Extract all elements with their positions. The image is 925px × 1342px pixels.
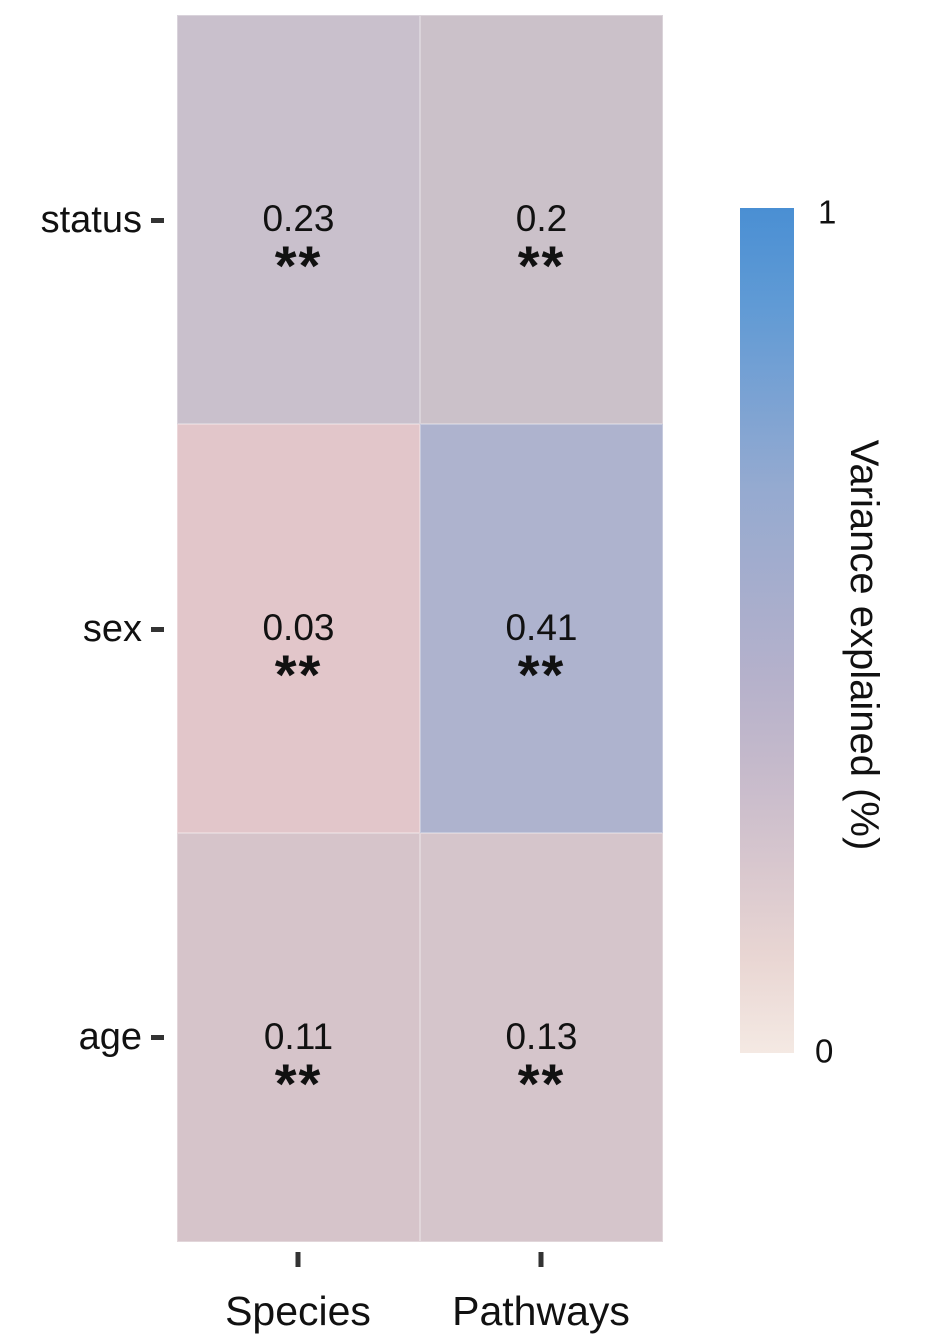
cell-content: 0.13 ** bbox=[505, 1016, 578, 1116]
heatmap-cell-status-species: 0.23 ** bbox=[177, 15, 420, 424]
heatmap-cell-status-pathways: 0.2 ** bbox=[420, 15, 663, 424]
legend-title: Variance explained (%) bbox=[842, 439, 886, 851]
cell-value: 0.41 bbox=[505, 607, 578, 649]
cell-significance: ** bbox=[274, 1052, 323, 1116]
cell-content: 0.2 ** bbox=[515, 198, 568, 298]
heatmap-cell-sex-pathways: 0.41 ** bbox=[420, 424, 663, 833]
y-axis-tick bbox=[151, 626, 164, 632]
cell-content: 0.03 ** bbox=[262, 607, 335, 707]
heatmap-panel: 0.23 ** 0.2 ** 0.03 ** 0.41 ** 0.11 bbox=[177, 15, 663, 1242]
cell-content: 0.41 ** bbox=[505, 607, 578, 707]
y-axis-item-status: status bbox=[0, 201, 164, 239]
cell-value: 0.13 bbox=[505, 1016, 578, 1058]
row-label-status: status bbox=[40, 199, 142, 241]
cell-value: 0.2 bbox=[515, 198, 568, 240]
cell-content: 0.11 ** bbox=[263, 1016, 334, 1116]
cell-value: 0.23 bbox=[262, 198, 335, 240]
heatmap-cell-age-pathways: 0.13 ** bbox=[420, 833, 663, 1242]
cell-value: 0.11 bbox=[263, 1016, 334, 1058]
cell-significance: ** bbox=[517, 1052, 566, 1116]
cell-significance: ** bbox=[517, 234, 566, 298]
x-axis-tick bbox=[295, 1252, 301, 1267]
y-axis-item-sex: sex bbox=[0, 610, 164, 648]
legend-gradient bbox=[740, 208, 794, 1053]
y-axis-item-age: age bbox=[0, 1018, 164, 1056]
column-label-pathways: Pathways bbox=[452, 1288, 630, 1334]
cell-significance: ** bbox=[517, 643, 566, 707]
heatmap-cell-age-species: 0.11 ** bbox=[177, 833, 420, 1242]
cell-significance: ** bbox=[274, 643, 323, 707]
y-axis-tick bbox=[151, 1034, 164, 1040]
cell-significance: ** bbox=[274, 234, 323, 298]
legend-min-label: 0 bbox=[815, 1032, 834, 1070]
cell-content: 0.23 ** bbox=[262, 198, 335, 298]
column-label-species: Species bbox=[225, 1288, 371, 1334]
row-label-age: age bbox=[78, 1016, 142, 1058]
legend-max-label: 1 bbox=[818, 193, 837, 231]
y-axis-tick bbox=[151, 217, 164, 223]
heatmap-cell-sex-species: 0.03 ** bbox=[177, 424, 420, 833]
row-label-sex: sex bbox=[82, 608, 142, 650]
cell-value: 0.03 bbox=[262, 607, 335, 649]
x-axis-tick bbox=[538, 1252, 544, 1267]
